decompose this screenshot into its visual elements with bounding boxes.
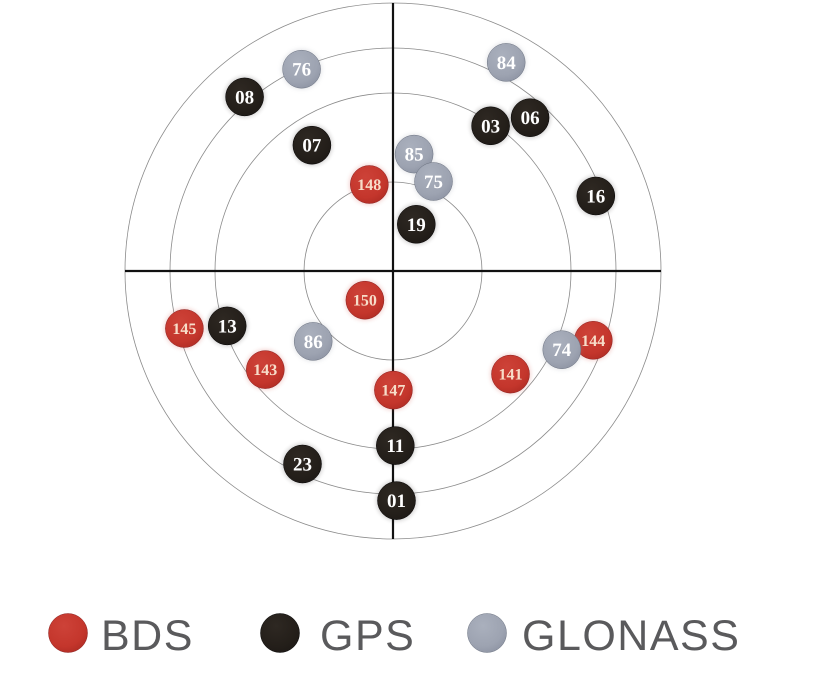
svg-text:01: 01: [387, 491, 406, 512]
svg-text:84: 84: [497, 53, 517, 74]
svg-text:03: 03: [481, 116, 500, 137]
svg-text:74: 74: [552, 340, 572, 361]
svg-text:75: 75: [424, 172, 443, 193]
svg-text:143: 143: [253, 362, 277, 379]
svg-text:GPS: GPS: [320, 612, 415, 660]
svg-text:141: 141: [499, 367, 523, 384]
svg-text:23: 23: [293, 455, 312, 476]
svg-text:13: 13: [218, 316, 237, 337]
svg-text:11: 11: [386, 436, 404, 457]
svg-text:144: 144: [581, 333, 605, 350]
svg-text:07: 07: [302, 136, 322, 157]
svg-text:16: 16: [586, 187, 605, 208]
svg-text:148: 148: [357, 177, 381, 194]
svg-text:150: 150: [353, 293, 377, 310]
svg-text:06: 06: [521, 108, 540, 129]
svg-text:145: 145: [172, 321, 196, 338]
svg-text:85: 85: [405, 145, 424, 166]
svg-text:GLONASS: GLONASS: [522, 612, 740, 660]
svg-text:BDS: BDS: [101, 612, 194, 660]
svg-text:147: 147: [381, 383, 405, 400]
svg-text:76: 76: [292, 60, 311, 81]
svg-text:19: 19: [407, 215, 426, 236]
svg-text:86: 86: [304, 332, 323, 353]
svg-text:08: 08: [235, 87, 254, 108]
